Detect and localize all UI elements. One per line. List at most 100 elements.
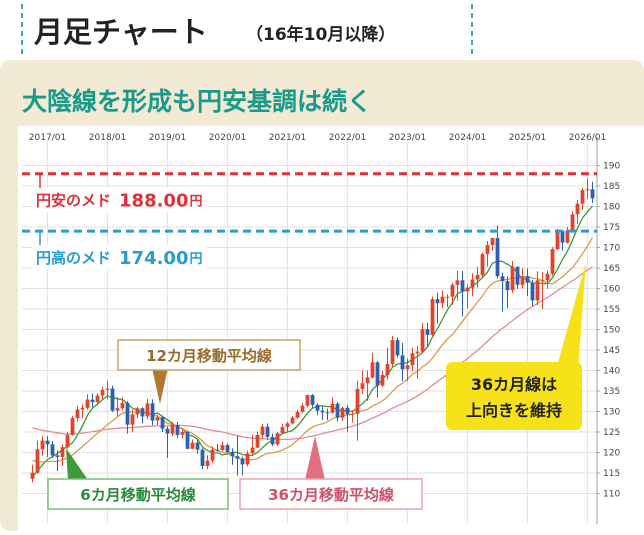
candle-body <box>475 274 480 280</box>
candle-body <box>535 280 540 301</box>
candle-body <box>230 452 235 457</box>
candle-body <box>110 388 115 411</box>
overlay: 12カ月移動平均線 6カ月移動平均線 36カ月移動平均線 36カ月線は 上向きを… <box>47 262 586 510</box>
candle-body <box>575 203 580 215</box>
candle-body <box>400 355 405 370</box>
candle-body <box>295 411 300 418</box>
candle-body <box>135 408 140 415</box>
candle-body <box>300 405 305 412</box>
x-tick-label: 2023/01 <box>389 133 426 143</box>
candle-body <box>70 418 75 435</box>
annotation-box <box>47 478 229 510</box>
y-tick-label: 190 <box>603 162 620 172</box>
candle-body <box>65 434 70 448</box>
annotation-box <box>446 362 582 430</box>
candle-body <box>165 428 170 434</box>
candle-body <box>200 449 205 467</box>
candle-body <box>580 190 585 204</box>
y-tick-label: 120 <box>603 449 620 459</box>
annotation: 上向きを維持 <box>466 401 562 420</box>
annotation: 36カ月線は <box>471 375 557 394</box>
candle-body <box>160 417 165 429</box>
candle-body <box>140 408 145 417</box>
candle-body <box>395 340 400 356</box>
pointer <box>556 262 586 370</box>
reference-label-bg <box>32 245 207 270</box>
candle-body <box>155 417 160 421</box>
candle-body <box>445 296 450 298</box>
candle-body <box>515 266 520 285</box>
candle-body <box>205 460 210 467</box>
reference-unit: 円 <box>189 252 202 267</box>
candle-body <box>585 189 590 191</box>
candle-body <box>170 425 175 434</box>
candle-body <box>40 440 45 450</box>
candle-body <box>90 399 95 403</box>
y-tick-label: 185 <box>603 182 620 192</box>
candle-body <box>570 214 575 231</box>
candle-body <box>55 455 60 458</box>
candle-body <box>95 395 100 403</box>
candle-body <box>175 425 180 435</box>
candle-body <box>415 351 420 354</box>
annotation: 12カ月移動平均線 <box>146 347 272 365</box>
candle-body <box>330 403 335 413</box>
x-tick-label: 2020/01 <box>209 133 246 143</box>
candle-body <box>185 432 190 449</box>
candle-body <box>250 447 255 454</box>
x-tick-label: 2018/01 <box>89 133 126 143</box>
reference-label: 円安のメド <box>36 192 111 210</box>
annotation-box <box>117 339 301 371</box>
y-tick-label: 160 <box>603 285 620 295</box>
x-tick-label: 2021/01 <box>269 133 306 143</box>
x-tick-label: 2026/01 <box>569 133 606 143</box>
candle-body <box>385 363 390 376</box>
candle-body <box>35 449 40 473</box>
y-tick-label: 110 <box>603 490 620 500</box>
header-period: （16年10月以降） <box>246 24 395 45</box>
ma-line <box>32 266 593 441</box>
candle-body <box>345 407 350 415</box>
candle-body <box>255 434 260 448</box>
candle-body <box>560 230 565 243</box>
candle-body <box>245 453 250 465</box>
candle-body <box>545 273 550 281</box>
pointer <box>66 448 88 480</box>
y-tick-label: 175 <box>603 223 620 233</box>
x-tick-label: 2025/01 <box>509 133 546 143</box>
plot: 110 115 120 125 130 135 140 145 150 155 160 165 170 1… <box>22 133 620 524</box>
candle-body <box>80 407 85 410</box>
candle-body <box>355 388 360 414</box>
candle-body <box>550 249 555 274</box>
candle-body <box>555 230 560 250</box>
candle-body <box>390 340 395 364</box>
candle-body <box>260 426 265 435</box>
candle-body <box>495 238 500 277</box>
candle-body <box>105 388 110 390</box>
plot-background <box>18 126 644 531</box>
candle-body <box>60 447 65 458</box>
y-tick-label: 170 <box>603 244 620 254</box>
candle-body <box>540 280 545 282</box>
y-tick-label: 145 <box>603 346 620 356</box>
annotation-box <box>239 478 423 510</box>
annotation: 36カ月移動平均線 <box>268 486 394 504</box>
candle-body <box>505 281 510 291</box>
candle-body <box>215 449 220 451</box>
reference-value: 188.00 <box>119 191 188 212</box>
candle-body <box>150 403 155 421</box>
candle-body <box>370 362 375 378</box>
candle-body <box>275 433 280 445</box>
candle-body <box>375 362 380 386</box>
candle-body <box>565 230 570 243</box>
y-tick-label: 130 <box>603 408 620 418</box>
y-tick-label: 165 <box>603 264 620 274</box>
candle-body <box>360 383 365 389</box>
candle-body <box>270 436 275 445</box>
y-tick-label: 115 <box>603 469 620 479</box>
candle-body <box>365 377 370 384</box>
candle-body <box>450 284 455 297</box>
annotation: 6カ月移動平均線 <box>80 486 195 504</box>
candle-body <box>420 329 425 352</box>
